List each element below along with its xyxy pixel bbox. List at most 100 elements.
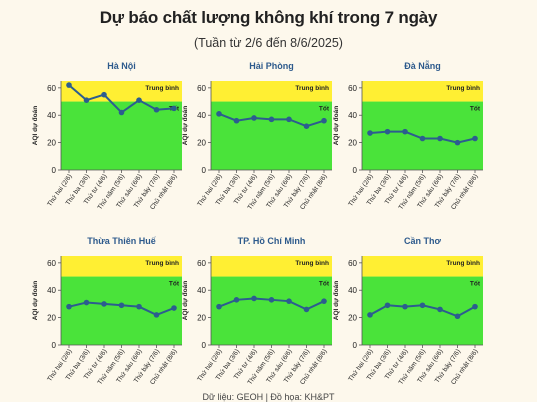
band-label-good: Tốt bbox=[319, 105, 330, 113]
band-good bbox=[211, 101, 332, 170]
panel-title: TP. Hồ Chí Minh bbox=[238, 236, 306, 246]
y-tick-label: 40 bbox=[348, 286, 357, 295]
y-axis-label: AQI dự đoán bbox=[333, 281, 340, 320]
data-point bbox=[384, 302, 391, 309]
band-label-moderate: Trung bình bbox=[295, 85, 329, 92]
y-tick-label: 0 bbox=[202, 341, 207, 350]
data-point bbox=[402, 303, 408, 310]
band-label-moderate: Trung bình bbox=[295, 260, 329, 267]
band-moderate bbox=[362, 81, 483, 102]
data-point bbox=[83, 299, 90, 306]
y-tick-label: 40 bbox=[197, 111, 206, 120]
data-point bbox=[286, 116, 292, 123]
data-point bbox=[454, 313, 461, 320]
data-point bbox=[419, 135, 426, 142]
y-tick-label: 20 bbox=[348, 314, 357, 323]
y-tick-label: 40 bbox=[47, 286, 56, 295]
data-point bbox=[384, 128, 391, 135]
y-tick-label: 0 bbox=[202, 166, 207, 175]
data-point bbox=[118, 109, 125, 116]
data-point bbox=[171, 105, 177, 112]
data-point bbox=[367, 312, 373, 318]
band-label-moderate: Trung bình bbox=[446, 85, 480, 92]
band-moderate bbox=[362, 256, 483, 277]
y-tick-label: 60 bbox=[47, 259, 56, 268]
band-label-good: Tốt bbox=[319, 280, 330, 288]
data-point bbox=[472, 303, 478, 310]
data-point bbox=[153, 106, 160, 113]
y-tick-label: 60 bbox=[348, 259, 357, 268]
band-moderate bbox=[211, 256, 332, 277]
data-point bbox=[233, 297, 240, 303]
panel-title: Thừa Thiên Huế bbox=[87, 236, 157, 246]
data-point bbox=[472, 135, 478, 142]
chart-subtitle: (Tuần từ 2/6 đến 8/6/2025) bbox=[194, 36, 343, 50]
y-tick-label: 60 bbox=[197, 84, 206, 93]
data-point bbox=[216, 303, 222, 310]
y-tick-label: 40 bbox=[348, 111, 357, 120]
y-tick-label: 60 bbox=[47, 84, 56, 93]
y-tick-label: 60 bbox=[348, 84, 357, 93]
data-point bbox=[101, 91, 107, 98]
data-point bbox=[321, 298, 327, 304]
band-moderate bbox=[61, 81, 182, 102]
data-point bbox=[303, 306, 310, 313]
data-point bbox=[171, 305, 177, 311]
data-point bbox=[136, 303, 142, 310]
chart-title: Dự báo chất lượng không khí trong 7 ngày bbox=[99, 8, 438, 27]
y-axis-label: AQI dự đoán bbox=[32, 281, 39, 320]
data-point bbox=[66, 82, 72, 88]
y-axis-label: AQI dự đoán bbox=[32, 106, 39, 145]
y-tick-label: 0 bbox=[52, 341, 57, 350]
y-tick-label: 0 bbox=[353, 166, 358, 175]
data-point bbox=[216, 111, 222, 117]
band-label-moderate: Trung bình bbox=[145, 85, 179, 92]
data-point bbox=[83, 97, 90, 103]
data-point bbox=[153, 312, 160, 318]
data-point bbox=[321, 117, 327, 124]
data-point bbox=[251, 295, 257, 302]
data-point bbox=[286, 298, 292, 304]
y-axis-label: AQI dự đoán bbox=[333, 106, 340, 145]
data-point bbox=[233, 117, 240, 124]
data-point bbox=[101, 301, 107, 307]
y-tick-label: 40 bbox=[197, 286, 206, 295]
y-tick-label: 20 bbox=[197, 314, 206, 323]
data-point bbox=[437, 306, 443, 313]
band-label-moderate: Trung bình bbox=[446, 260, 480, 267]
data-point bbox=[419, 302, 426, 309]
band-label-moderate: Trung bình bbox=[145, 260, 179, 267]
band-label-good: Tốt bbox=[470, 280, 481, 288]
band-moderate bbox=[61, 256, 182, 277]
panel-title: Cần Thơ bbox=[404, 236, 441, 246]
y-axis-label: AQI dự đoán bbox=[182, 281, 189, 320]
data-point bbox=[437, 135, 443, 142]
data-point bbox=[66, 303, 72, 310]
y-tick-label: 0 bbox=[52, 166, 57, 175]
y-axis-label: AQI dự đoán bbox=[182, 106, 189, 145]
y-tick-label: 20 bbox=[47, 139, 56, 148]
y-tick-label: 20 bbox=[197, 139, 206, 148]
source-note: Dữ liệu: GEOH | Đồ họa: KH&PT bbox=[202, 392, 335, 402]
panel-title: Hà Nội bbox=[107, 61, 136, 71]
chart-panel: Tốt Trung bình Hải Phòng 0 20 40 60 AQI dự đoán… bbox=[182, 61, 332, 211]
data-point bbox=[367, 130, 373, 136]
band-moderate bbox=[211, 81, 332, 102]
data-point bbox=[118, 302, 125, 309]
band-good bbox=[362, 276, 483, 345]
y-tick-label: 0 bbox=[353, 341, 358, 350]
band-good bbox=[61, 276, 182, 345]
panel-title: Hải Phòng bbox=[249, 61, 294, 71]
data-point bbox=[251, 115, 257, 121]
panel-title: Đà Nẵng bbox=[404, 60, 441, 71]
chart-panel: Tốt Trung bình TP. Hồ Chí Minh 0 20 40 60 AQI d… bbox=[182, 236, 332, 386]
y-tick-label: 20 bbox=[47, 314, 56, 323]
data-point bbox=[268, 116, 275, 123]
data-point bbox=[303, 123, 310, 129]
band-label-good: Tốt bbox=[169, 280, 180, 288]
y-tick-label: 60 bbox=[197, 259, 206, 268]
band-good bbox=[211, 276, 332, 345]
